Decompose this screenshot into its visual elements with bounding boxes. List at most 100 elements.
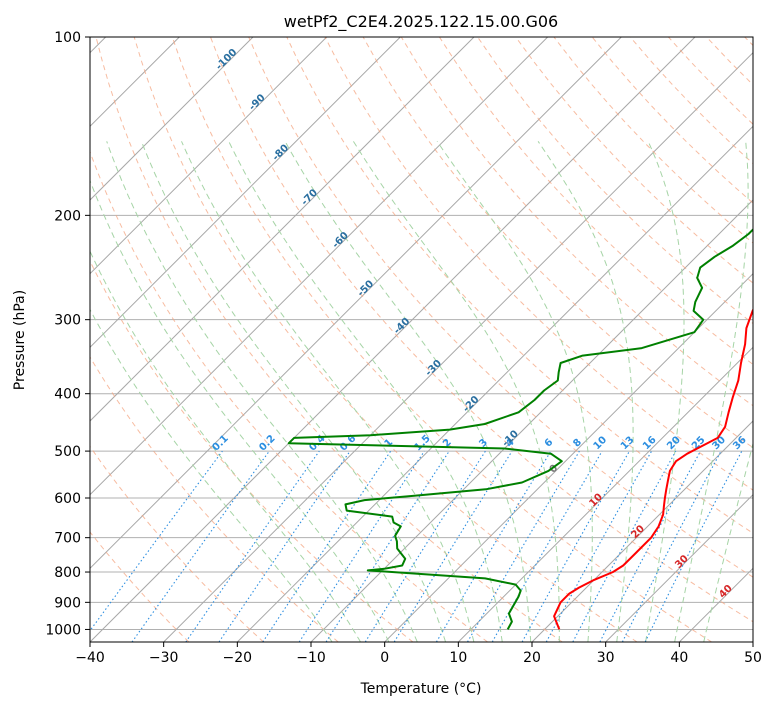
moist-adiabat-line (703, 441, 753, 642)
y-tick-label: 800 (54, 565, 81, 581)
mixing-ratio-line (572, 450, 677, 642)
x-tick-label: 30 (597, 650, 615, 666)
moist-adiabat-line (352, 141, 560, 642)
temperature-profile-line (553, 307, 753, 630)
isotherm-label: -90 (247, 92, 268, 113)
dry-adiabat-line (95, 37, 563, 642)
dry-adiabat-line (286, 37, 753, 534)
mixing-ratio-label: 6 (543, 437, 556, 450)
moist-adiabat-line (645, 141, 685, 642)
mixing-ratio-line (262, 450, 392, 642)
mixing-ratio-line (90, 450, 223, 632)
chart-title: wetPf2_C2E4.2025.122.15.00.G06 (284, 12, 558, 32)
dry-adiabat-line (248, 37, 753, 578)
mixing-ratio-line (393, 450, 513, 642)
dry-adiabat-line (90, 356, 339, 642)
dry-adiabat-line (668, 37, 753, 125)
mixing-ratio-line (644, 450, 743, 642)
mixing-ratio-line (599, 450, 701, 642)
isotherm-line (384, 272, 753, 642)
mixing-ratio-label: 20 (665, 434, 683, 452)
isotherm-label: -70 (300, 187, 321, 208)
plot-frame (89, 36, 754, 643)
y-axis: 1000 900 800 700 600 500 400 300 200 100 (45, 30, 90, 638)
x-tick-label: 40 (670, 650, 688, 666)
mixing-ratio-line (185, 450, 320, 642)
isotherm-line (90, 37, 328, 275)
dry-adiabat-line (90, 445, 264, 642)
isopleth-labels: 0.1 0.2 0.4 0.6 1 1.5 2 3 4 6 8 10 13 16 20 25 30 36-100-… (211, 47, 749, 601)
dry-adiabat-line (744, 37, 753, 47)
moist-adiabat-line (106, 141, 418, 642)
x-tick-label: 50 (744, 650, 762, 666)
dewpoint-profile-line (287, 228, 753, 630)
isotherm-label: -100 (214, 47, 240, 73)
isotherm-line (90, 37, 401, 349)
isotherm-line (90, 37, 475, 422)
x-tick-label: 10 (449, 650, 467, 666)
mixing-ratio-label: 16 (641, 434, 659, 452)
y-tick-label: 300 (54, 313, 81, 329)
isotherm-line (90, 37, 696, 642)
moist-adiabat-label: 40 (717, 583, 735, 601)
moist-adiabat-line (537, 141, 634, 642)
dry-adiabat-line (438, 37, 753, 366)
mixing-ratio-label: 1 (383, 437, 396, 450)
dry-adiabat-line (210, 37, 753, 623)
y-tick-label: 500 (54, 444, 81, 460)
moist-adiabat-label: 10 (587, 492, 605, 510)
moist-adiabat-line (90, 308, 333, 642)
moist-adiabat-line (140, 141, 447, 642)
mixing-ratio-line (545, 450, 653, 642)
mixing-ratio-line (325, 450, 450, 642)
dry-adiabat-line (90, 531, 190, 642)
isotherm-label: -50 (356, 279, 377, 300)
mixing-ratio-line (364, 450, 486, 642)
moist-adiabat-line (90, 179, 390, 642)
mixing-ratio-label: 36 (731, 434, 749, 452)
y-tick-label: 900 (54, 595, 81, 611)
x-axis: −40 −30 −20 −10 0 10 20 30 40 50 (75, 642, 762, 666)
isotherm-line (163, 51, 753, 642)
isotherm-line (605, 493, 753, 642)
x-axis-label: Temperature (°C) (360, 681, 482, 697)
y-tick-label: 600 (54, 491, 81, 507)
mixing-ratio-line (521, 450, 630, 642)
y-tick-label: 700 (54, 531, 81, 547)
dry-adiabat-line (133, 37, 638, 642)
x-tick-label: −40 (75, 650, 105, 666)
mixing-ratio-line (298, 450, 425, 642)
dry-adiabat-line (90, 150, 488, 642)
profile-series (287, 228, 753, 630)
isotherm-label: -10 (500, 429, 521, 450)
x-tick-label: −30 (149, 650, 179, 666)
dry-adiabat-line (515, 37, 753, 284)
moist-adiabat-line (436, 141, 593, 642)
mixing-ratio-label: 1.5 (413, 433, 433, 453)
mixing-ratio-label: 8 (571, 437, 584, 450)
mixing-ratio-line (218, 450, 351, 642)
dry-adiabat-line (400, 37, 753, 407)
y-axis-label: Pressure (hPa) (12, 290, 28, 390)
isotherm-line (90, 37, 622, 570)
mixing-ratio-label: 0.1 (211, 433, 231, 453)
mixing-ratio-label: 13 (619, 434, 637, 452)
plot-grid (90, 37, 753, 642)
mixing-ratio-line (467, 450, 580, 642)
isotherm-line (752, 641, 753, 642)
isotherm-line (236, 125, 753, 642)
isotherm-line (531, 420, 753, 642)
isotherm-label: -40 (392, 316, 413, 337)
y-tick-label: 1000 (45, 622, 81, 638)
dry-adiabat-line (90, 259, 414, 642)
moist-adiabat-line (674, 141, 749, 642)
isotherm-line (90, 37, 254, 201)
moist-adiabat-label: 20 (629, 523, 647, 541)
isotherm-line (457, 346, 753, 642)
isotherm-line (310, 199, 753, 642)
mixing-ratio-label: 10 (592, 434, 610, 452)
isotherm-label: -30 (423, 358, 444, 379)
isotherm-label: -80 (271, 143, 292, 164)
isotherm-label: -60 (330, 230, 351, 251)
